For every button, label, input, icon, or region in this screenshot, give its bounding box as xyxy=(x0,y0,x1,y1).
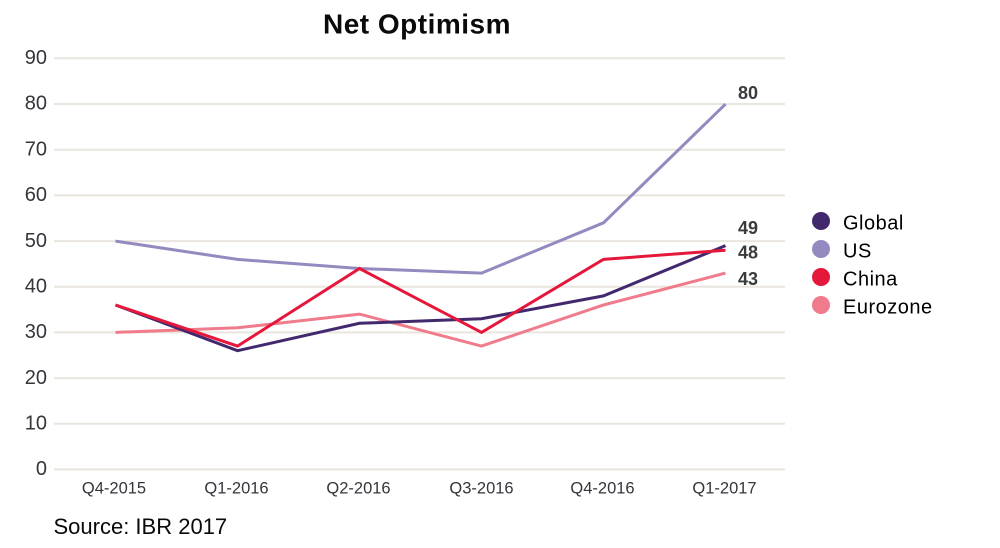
svg-text:20: 20 xyxy=(25,367,47,389)
svg-text:60: 60 xyxy=(25,184,47,206)
svg-text:10: 10 xyxy=(25,413,47,435)
svg-text:Q1-2016: Q1-2016 xyxy=(204,480,268,498)
svg-text:0: 0 xyxy=(36,458,47,480)
svg-text:US: US xyxy=(843,241,872,263)
svg-text:49: 49 xyxy=(738,218,758,238)
svg-text:Global: Global xyxy=(843,213,904,235)
svg-text:40: 40 xyxy=(25,276,47,298)
svg-text:80: 80 xyxy=(25,93,47,115)
svg-text:Q2-2016: Q2-2016 xyxy=(326,480,390,498)
svg-text:Q1-2017: Q1-2017 xyxy=(692,480,756,498)
svg-text:Source: IBR 2017: Source: IBR 2017 xyxy=(54,514,228,539)
svg-text:Q3-2016: Q3-2016 xyxy=(449,480,513,498)
svg-text:China: China xyxy=(843,269,898,291)
svg-text:80: 80 xyxy=(738,83,758,103)
svg-text:43: 43 xyxy=(738,269,758,289)
svg-text:Net Optimism: Net Optimism xyxy=(323,9,511,40)
svg-text:Eurozone: Eurozone xyxy=(843,297,933,319)
svg-text:Q4-2015: Q4-2015 xyxy=(82,480,146,498)
svg-text:30: 30 xyxy=(25,321,47,343)
svg-text:Q4-2016: Q4-2016 xyxy=(570,480,634,498)
svg-text:48: 48 xyxy=(738,243,758,263)
svg-text:90: 90 xyxy=(25,47,47,69)
svg-text:50: 50 xyxy=(25,230,47,252)
svg-text:70: 70 xyxy=(25,138,47,160)
